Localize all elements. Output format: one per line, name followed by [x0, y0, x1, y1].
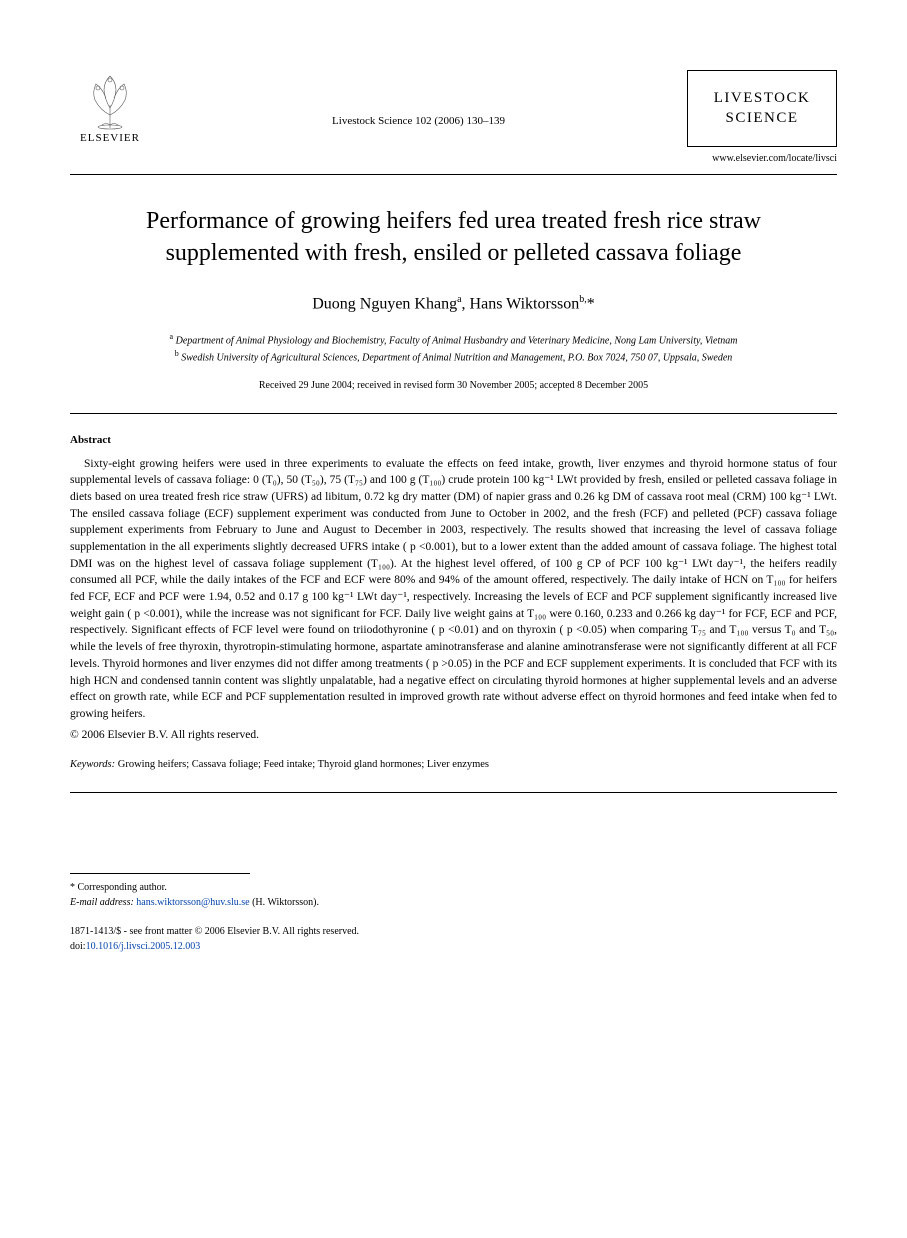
- corresponding-author: * Corresponding author. E-mail address: …: [70, 880, 837, 910]
- authors-line: Duong Nguyen Khanga, Hans Wiktorssonb,*: [70, 294, 837, 313]
- paper-title: Performance of growing heifers fed urea …: [90, 205, 817, 270]
- abstract-heading: Abstract: [70, 434, 837, 446]
- issn-line: 1871-1413/$ - see front matter © 2006 El…: [70, 924, 837, 939]
- journal-reference: Livestock Science 102 (2006) 130–139: [150, 70, 687, 127]
- email-name: (H. Wiktorsson).: [250, 897, 319, 908]
- abstract-bottom-divider: [70, 792, 837, 793]
- journal-box-wrap: LIVESTOCK SCIENCE www.elsevier.com/locat…: [687, 70, 837, 164]
- header-divider: [70, 174, 837, 175]
- paper-page: ELSEVIER Livestock Science 102 (2006) 13…: [0, 0, 907, 994]
- affil-a-text: Department of Animal Physiology and Bioc…: [173, 335, 737, 346]
- journal-box-title: LIVESTOCK SCIENCE: [702, 89, 822, 128]
- article-dates: Received 29 June 2004; received in revis…: [70, 380, 837, 391]
- corresponding-line: * Corresponding author.: [70, 880, 837, 895]
- doi-link[interactable]: 10.1016/j.livsci.2005.12.003: [86, 941, 201, 952]
- publisher-name: ELSEVIER: [80, 132, 140, 144]
- doi-label: doi:: [70, 941, 86, 952]
- abstract-top-divider: [70, 413, 837, 414]
- affiliations: a Department of Animal Physiology and Bi…: [70, 331, 837, 366]
- doi-line: doi:10.1016/j.livsci.2005.12.003: [70, 939, 837, 954]
- header-row: ELSEVIER Livestock Science 102 (2006) 13…: [70, 70, 837, 164]
- keywords-label: Keywords:: [70, 759, 115, 770]
- journal-url[interactable]: www.elsevier.com/locate/livsci: [687, 153, 837, 164]
- affil-b-text: Swedish University of Agricultural Scien…: [179, 353, 733, 364]
- author-sep: ,: [462, 295, 470, 312]
- email-label: E-mail address:: [70, 897, 134, 908]
- author-2: Hans Wiktorsson: [470, 295, 580, 312]
- author-2-affil: b,: [579, 294, 587, 305]
- footer-meta: 1871-1413/$ - see front matter © 2006 El…: [70, 924, 837, 954]
- author-1: Duong Nguyen Khang: [312, 295, 457, 312]
- corr-text: Corresponding author.: [75, 882, 167, 893]
- abstract-body: Sixty-eight growing heifers were used in…: [70, 456, 837, 723]
- journal-title-box: LIVESTOCK SCIENCE: [687, 70, 837, 147]
- footnote-divider: [70, 873, 250, 874]
- keywords-text: Growing heifers; Cassava foliage; Feed i…: [115, 759, 489, 770]
- email-line: E-mail address: hans.wiktorsson@huv.slu.…: [70, 895, 837, 910]
- spacer: [70, 813, 837, 873]
- publisher-logo: ELSEVIER: [70, 70, 150, 144]
- affiliation-b: b Swedish University of Agricultural Sci…: [70, 348, 837, 365]
- email-link[interactable]: hans.wiktorsson@huv.slu.se: [134, 897, 250, 908]
- copyright-line: © 2006 Elsevier B.V. All rights reserved…: [70, 729, 837, 741]
- elsevier-tree-icon: [80, 70, 140, 130]
- corresponding-mark: *: [587, 295, 595, 312]
- keywords-line: Keywords: Growing heifers; Cassava folia…: [70, 759, 837, 770]
- affiliation-a: a Department of Animal Physiology and Bi…: [70, 331, 837, 348]
